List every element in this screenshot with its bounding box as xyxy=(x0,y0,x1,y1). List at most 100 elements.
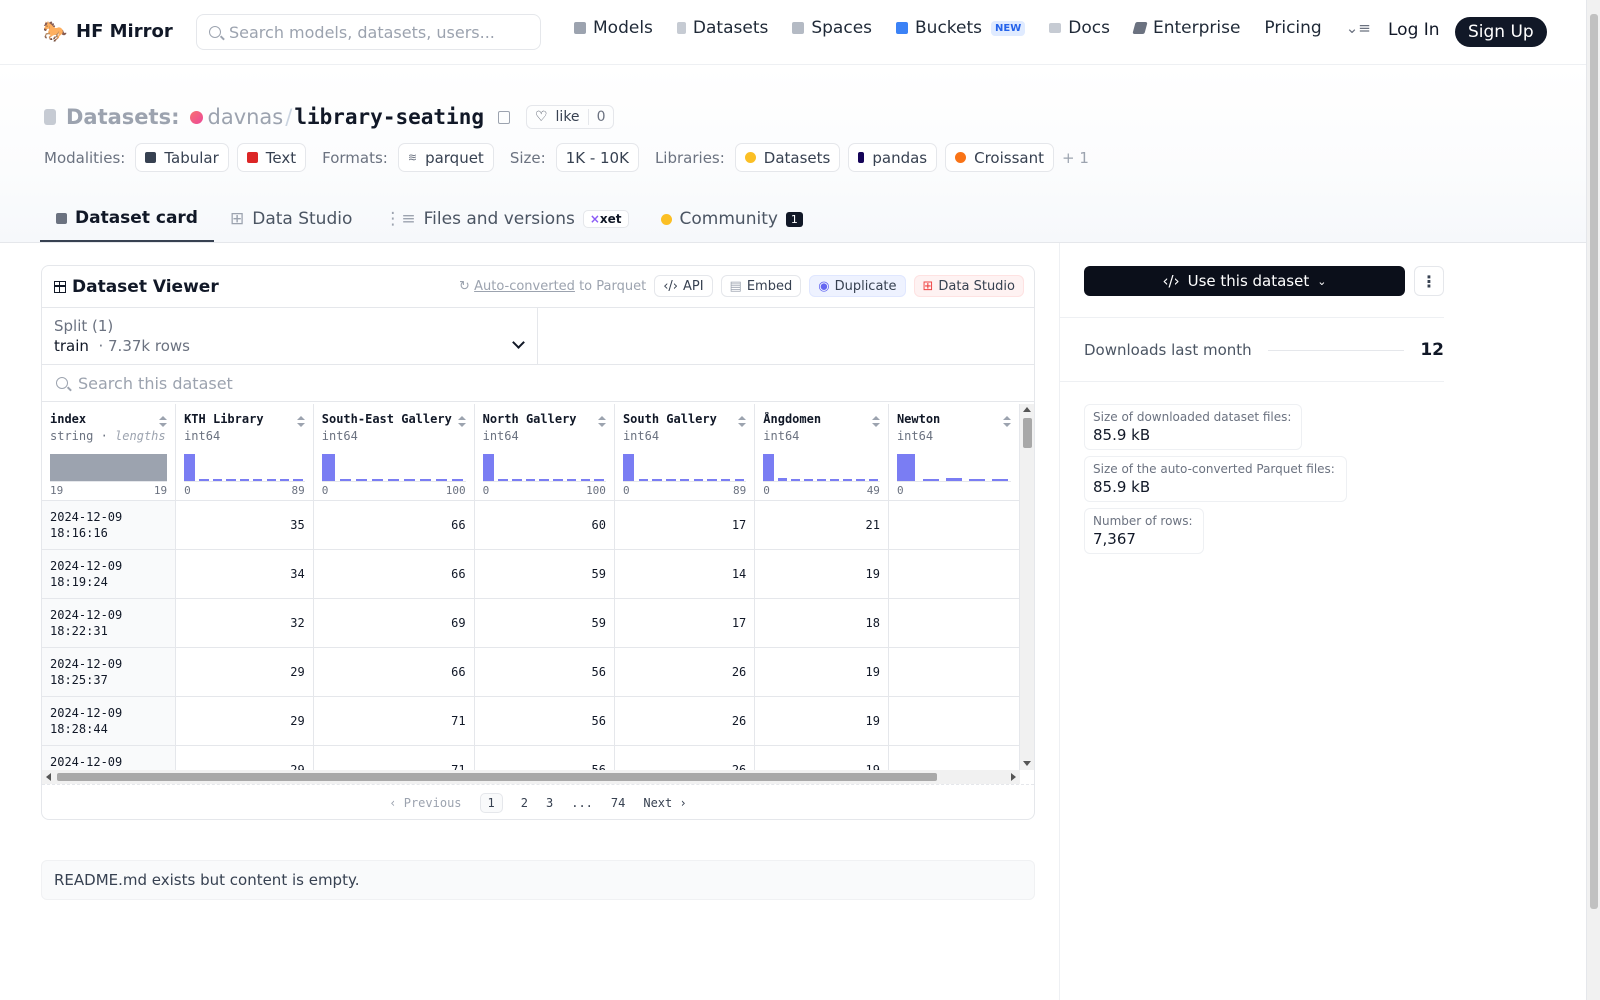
histogram-bar[interactable] xyxy=(321,454,335,481)
tag-text[interactable]: Text xyxy=(236,143,307,172)
sort-icon[interactable] xyxy=(597,416,606,428)
table-cell[interactable]: 29 xyxy=(175,647,314,697)
table-cell[interactable] xyxy=(888,647,1020,697)
column-header[interactable]: KTH Library int64 0 89 xyxy=(175,404,314,501)
table-cell[interactable]: 35 xyxy=(175,500,314,550)
histogram-bar[interactable] xyxy=(830,479,840,481)
scroll-down-icon[interactable] xyxy=(1023,761,1031,766)
histogram-bar[interactable] xyxy=(212,479,223,481)
histogram-bar[interactable] xyxy=(945,478,962,481)
brand-logo[interactable]: 🐎 HF Mirror xyxy=(42,18,173,44)
histogram-bar[interactable] xyxy=(482,454,494,481)
histogram-bar[interactable] xyxy=(896,454,916,481)
repo-owner-link[interactable]: davnas xyxy=(207,105,284,129)
tag-tabular[interactable]: Tabular xyxy=(135,143,229,172)
signup-button[interactable]: Sign Up xyxy=(1455,17,1547,47)
sort-icon[interactable] xyxy=(871,416,880,428)
scroll-left-icon[interactable] xyxy=(46,773,51,781)
scroll-thumb[interactable] xyxy=(57,773,937,781)
table-cell[interactable] xyxy=(888,745,1020,770)
column-header[interactable]: South-East Gallery int64 0 100 xyxy=(313,404,475,501)
tab-data-studio[interactable]: ⊞ Data Studio xyxy=(214,196,368,242)
histogram-bar[interactable] xyxy=(226,479,236,481)
nav-pricing[interactable]: Pricing xyxy=(1264,18,1321,38)
histogram-bar[interactable] xyxy=(388,479,400,481)
table-cell[interactable]: 19 xyxy=(754,745,889,770)
tag-croissant[interactable]: Croissant xyxy=(945,143,1054,172)
histogram-bar[interactable] xyxy=(452,479,464,481)
global-search[interactable] xyxy=(196,14,541,50)
table-cell[interactable]: 26 xyxy=(614,647,756,697)
table-cell[interactable]: 29 xyxy=(175,696,314,746)
more-menu-icon[interactable]: ⌄≡ xyxy=(1345,19,1371,37)
table-cell[interactable]: 69 xyxy=(313,598,475,648)
tag-parquet[interactable]: ≋ parquet xyxy=(397,143,494,172)
column-header[interactable]: Ångdomen int64 0 49 xyxy=(754,404,889,501)
histogram-bar[interactable] xyxy=(594,479,604,481)
index-cell[interactable]: 2024-12-09 18:25:37 xyxy=(42,647,177,697)
nav-enterprise[interactable]: Enterprise xyxy=(1132,18,1240,38)
histogram-bar[interactable] xyxy=(842,479,853,481)
data-studio-button[interactable]: ⊞ Data Studio xyxy=(913,275,1024,297)
repo-name-link[interactable]: library-seating xyxy=(294,105,484,129)
global-search-input[interactable] xyxy=(229,22,519,42)
histogram-bar[interactable] xyxy=(804,479,814,481)
page-scrollbar[interactable] xyxy=(1586,0,1600,1000)
index-cell[interactable]: 2024-12-09 18:22:31 xyxy=(42,598,177,648)
index-cell[interactable]: 2024-12-09 18:19:24 xyxy=(42,549,177,599)
column-header[interactable]: Newton int64 0 xyxy=(888,404,1020,501)
table-cell[interactable] xyxy=(888,500,1020,550)
histogram-bar[interactable] xyxy=(539,479,550,481)
histogram-bar[interactable] xyxy=(720,479,731,481)
histogram-bar[interactable] xyxy=(498,479,508,481)
more-options-button[interactable]: ⋮ xyxy=(1414,266,1444,296)
copy-icon[interactable] xyxy=(497,110,510,124)
previous-page-button[interactable]: ‹ Previous xyxy=(389,795,462,810)
duplicate-button[interactable]: ◉ Duplicate xyxy=(809,275,906,297)
histogram-bar[interactable] xyxy=(991,478,1008,481)
histogram-bar[interactable] xyxy=(566,479,577,481)
table-cell[interactable]: 71 xyxy=(313,696,475,746)
sort-icon[interactable] xyxy=(159,416,168,428)
histogram-bar[interactable] xyxy=(436,479,448,481)
table-cell[interactable]: 66 xyxy=(313,647,475,697)
column-header[interactable]: South Gallery int64 0 89 xyxy=(614,404,756,501)
table-cell[interactable]: 56 xyxy=(474,647,615,697)
nav-models[interactable]: Models xyxy=(574,18,653,38)
scroll-thumb[interactable] xyxy=(1023,418,1032,448)
histogram-bar[interactable] xyxy=(679,479,690,481)
table-row[interactable]: 2024-12-09 18:28:44 29 71 56 26 19 xyxy=(42,696,1020,746)
sort-icon[interactable] xyxy=(738,416,747,428)
table-cell[interactable]: 17 xyxy=(614,598,756,648)
vertical-scrollbar[interactable] xyxy=(1019,404,1034,770)
sort-icon[interactable] xyxy=(457,416,466,428)
like-button[interactable]: ♡ like 0 xyxy=(525,105,615,129)
scroll-right-icon[interactable] xyxy=(1011,773,1016,781)
table-cell[interactable]: 66 xyxy=(313,549,475,599)
histogram-bar[interactable] xyxy=(420,479,432,481)
table-row[interactable]: 2024-12-09 18:16:16 35 66 60 17 21 xyxy=(42,500,1020,550)
histogram-bar[interactable] xyxy=(199,479,209,481)
tag-pandas[interactable]: pandas xyxy=(848,143,938,172)
nav-spaces[interactable]: Spaces xyxy=(792,18,872,38)
scroll-thumb[interactable] xyxy=(1590,14,1598,909)
sort-icon[interactable] xyxy=(1003,416,1011,428)
histogram-bar[interactable] xyxy=(707,479,717,481)
histogram-bar[interactable] xyxy=(763,454,774,481)
table-cell[interactable] xyxy=(888,598,1020,648)
table-cell[interactable]: 59 xyxy=(474,598,615,648)
table-cell[interactable]: 26 xyxy=(614,745,756,770)
dataset-search-input[interactable] xyxy=(78,373,578,393)
table-cell[interactable]: 17 xyxy=(614,500,756,550)
histogram-bar[interactable] xyxy=(666,479,676,481)
page-74-button[interactable]: 74 xyxy=(610,795,626,810)
histogram-bar[interactable] xyxy=(868,479,878,481)
histogram-bar[interactable] xyxy=(652,479,662,481)
histogram-bar[interactable] xyxy=(279,479,290,481)
table-cell[interactable]: 60 xyxy=(474,500,615,550)
histogram-bar[interactable] xyxy=(253,479,263,481)
histogram-bar[interactable] xyxy=(50,454,168,481)
histogram-bar[interactable] xyxy=(693,479,704,481)
histogram-bar[interactable] xyxy=(734,479,745,481)
